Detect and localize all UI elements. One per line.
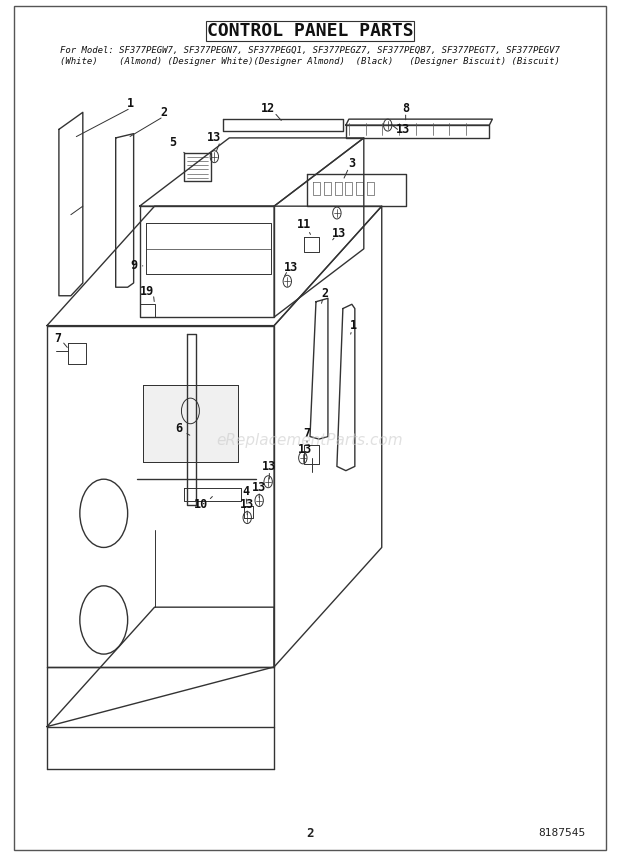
- Text: 8187545: 8187545: [538, 829, 585, 838]
- Circle shape: [210, 151, 218, 163]
- Circle shape: [243, 512, 252, 524]
- Text: 13: 13: [207, 132, 221, 145]
- Text: 12: 12: [261, 102, 275, 115]
- Text: 7: 7: [54, 332, 61, 345]
- Text: 7: 7: [303, 427, 311, 441]
- Text: 13: 13: [262, 460, 277, 473]
- Text: 1: 1: [350, 319, 356, 332]
- Text: 13: 13: [284, 261, 298, 274]
- Circle shape: [283, 276, 291, 288]
- Text: 9: 9: [130, 259, 137, 272]
- Text: 1: 1: [127, 98, 134, 110]
- Text: 5: 5: [169, 135, 176, 149]
- Text: eReplacementParts.com: eReplacementParts.com: [216, 433, 404, 449]
- Text: 13: 13: [396, 123, 410, 136]
- Polygon shape: [143, 385, 238, 462]
- Text: For Model: SF377PEGW7, SF377PEGN7, SF377PEGQ1, SF377PEGZ7, SF377PEQB7, SF377PEGT: For Model: SF377PEGW7, SF377PEGN7, SF377…: [60, 45, 560, 55]
- Text: CONTROL PANEL PARTS: CONTROL PANEL PARTS: [206, 22, 414, 40]
- Text: 13: 13: [252, 481, 267, 494]
- Text: 13: 13: [332, 227, 346, 240]
- Text: 11: 11: [297, 218, 311, 231]
- Text: 6: 6: [175, 421, 182, 435]
- Text: 4: 4: [242, 485, 250, 498]
- Circle shape: [255, 495, 264, 507]
- Text: 2: 2: [306, 827, 314, 840]
- Text: 19: 19: [140, 285, 154, 298]
- Text: 10: 10: [194, 498, 208, 511]
- Text: 3: 3: [348, 157, 355, 170]
- Text: 2: 2: [160, 106, 167, 119]
- Text: 8: 8: [402, 102, 409, 115]
- Text: 13: 13: [240, 498, 254, 511]
- Circle shape: [299, 452, 307, 464]
- Circle shape: [264, 476, 272, 488]
- Circle shape: [333, 207, 341, 219]
- Text: (White)    (Almond) (Designer White)(Designer Almond)  (Black)   (Designer Biscu: (White) (Almond) (Designer White)(Design…: [60, 56, 560, 66]
- Circle shape: [384, 119, 392, 131]
- Text: 13: 13: [298, 443, 312, 456]
- Text: 2: 2: [321, 287, 329, 300]
